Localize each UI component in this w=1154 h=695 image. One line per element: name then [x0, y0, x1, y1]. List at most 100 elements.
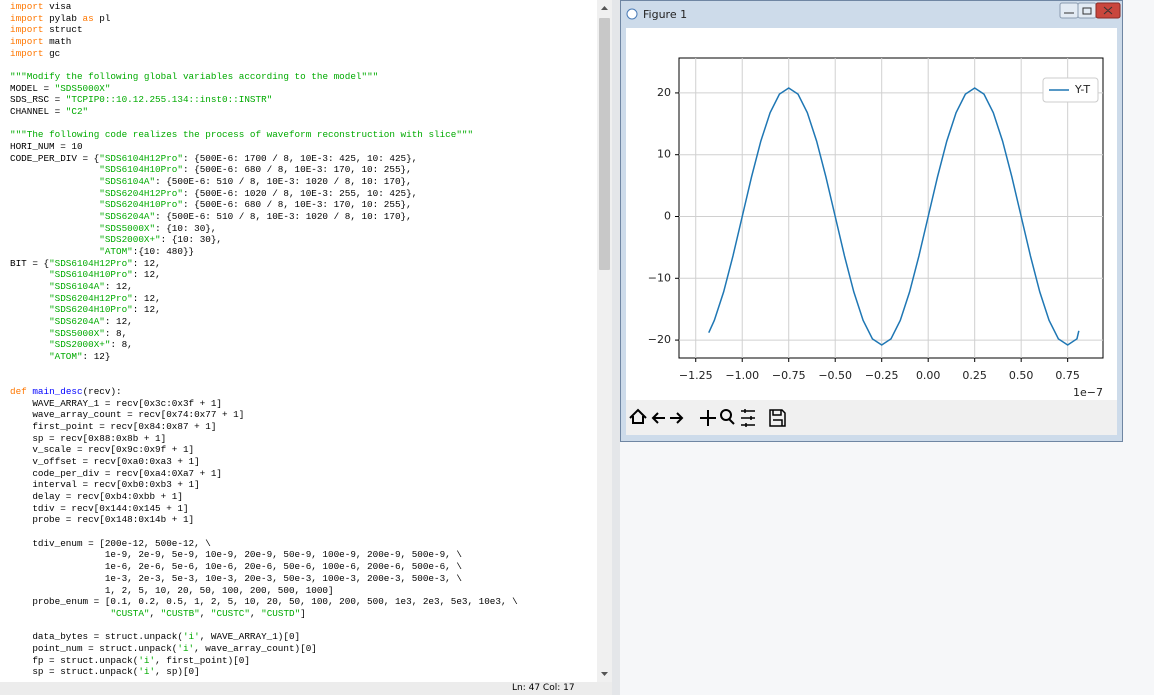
x-tick-label: 0.75 — [1055, 369, 1080, 382]
back-button[interactable] — [651, 412, 665, 424]
y-tick-label: 10 — [657, 148, 671, 161]
code-token: "SDS5000X" — [54, 82, 111, 94]
configure-button[interactable] — [741, 409, 755, 427]
code-token: "SDS6104H10Pro" — [49, 269, 133, 281]
code-token: "CUSTD" — [261, 607, 301, 619]
code-token: import — [10, 47, 44, 59]
code-line: v_scale = recv[0x9c:0x9f + 1] — [10, 444, 195, 456]
code-line: first_point = recv[0x84:0x87 + 1] — [10, 421, 217, 433]
code-token: 'i' — [138, 666, 156, 678]
code-token: "" — [10, 71, 22, 83]
maximize-button[interactable] — [1077, 2, 1097, 19]
save-button[interactable] — [769, 409, 786, 427]
scroll-thumb[interactable] — [599, 18, 610, 270]
divider — [612, 0, 620, 695]
forward-button[interactable] — [670, 412, 684, 424]
code-token: "SDS2000X+" — [49, 339, 111, 351]
code-token: "SDS6204H12Pro" — [99, 187, 183, 199]
code-token: "SDS6104H10Pro" — [99, 164, 183, 176]
code-line: import math — [10, 36, 72, 47]
code-token: "CUSTA" — [110, 607, 150, 619]
code-token: main_desc — [32, 386, 83, 398]
code-line: probe_enum = [0.1, 0.2, 0.5, 1, 2, 5, 10… — [10, 596, 518, 608]
code-line: "SDS6204A": 12, — [49, 316, 133, 328]
code-line: def main_desc(recv): — [10, 386, 122, 398]
toolbar-icons — [629, 408, 786, 427]
axes — [678, 57, 1104, 359]
y-tick-label: 0 — [664, 210, 671, 223]
code-token: "SDS6204H10Pro" — [49, 304, 133, 316]
code-token: import — [10, 36, 44, 47]
x-tick-label: −0.25 — [865, 369, 899, 382]
code-line: SDS_RSC = "TCPIP0::10.12.255.134::inst0:… — [10, 94, 273, 106]
code-line: "SDS6204H12Pro": 12, — [49, 292, 161, 304]
status-text: Ln: 47 Col: 17 — [512, 683, 575, 693]
home-button[interactable] — [629, 408, 647, 424]
code-token: 'i' — [177, 642, 195, 654]
toolbar — [626, 400, 1117, 435]
code-line: interval = recv[0xb0:0xb3 + 1] — [10, 479, 200, 491]
x-tick-label: −0.50 — [818, 369, 852, 382]
code-line: WAVE_ARRAY_1 = recv[0x3c:0x3f + 1] — [10, 397, 223, 409]
code-token: "SDS5000X" — [99, 222, 156, 234]
code-token: def — [10, 386, 27, 398]
code-token: "" — [367, 71, 379, 83]
code-token: "" — [461, 129, 474, 141]
code-line: "ATOM":{10: 480}} — [99, 246, 195, 258]
legend-label: Y-T — [1074, 83, 1090, 96]
code-line: "SDS6204H10Pro": {500E-6: 680 / 8, 10E-3… — [99, 199, 412, 211]
code-line: probe = recv[0x148:0x14b + 1] — [10, 514, 195, 526]
x-offset-text: 1e−7 — [1073, 386, 1103, 399]
code-line: "SDS6204H12Pro": {500E-6: 1020 / 8, 10E-… — [99, 187, 418, 199]
code-line: "SDS2000X+": 8, — [49, 339, 133, 351]
scroll-down[interactable] — [601, 672, 608, 676]
code-line: 1e-9, 2e-9, 5e-9, 10e-9, 20e-9, 50e-9, 1… — [10, 549, 462, 561]
code-line: "SDS6204H10Pro": 12, — [49, 304, 161, 316]
y-tick-label: −10 — [648, 271, 671, 284]
code-token: "Modify the following global variables a… — [21, 71, 368, 83]
code-token: "SDS2000X+" — [99, 234, 161, 246]
code-token: "SDS6104A" — [49, 281, 105, 293]
zoom-button[interactable] — [720, 409, 735, 425]
x-tick-label: −1.25 — [679, 369, 713, 382]
code-token: "The following code realizes the process… — [21, 129, 462, 141]
code-token: "SDS6104H12Pro" — [49, 257, 133, 269]
code-line: "SDS6104A": {500E-6: 510 / 8, 10E-3: 102… — [99, 176, 412, 188]
code-line: 1e-6, 2e-6, 5e-6, 10e-6, 20e-6, 50e-6, 1… — [10, 561, 462, 573]
code-editor[interactable]: import visa import pylab as pl import stru… — [0, 0, 598, 682]
x-tick-label: 0.00 — [916, 369, 941, 382]
code-line: v_offset = recv[0xa0:0xa3 + 1] — [10, 456, 200, 468]
pan-button[interactable] — [700, 410, 716, 426]
code-line: HORI_NUM = 10 — [10, 141, 83, 153]
window-title: Figure 1 — [643, 8, 687, 21]
code-token: "" — [10, 129, 22, 141]
code-token: "SDS6204A" — [99, 211, 156, 223]
code-line: CODE_PER_DIV = {"SDS6104H12Pro": {500E-6… — [10, 152, 418, 164]
code-token: "SDS5000X" — [49, 327, 105, 339]
code-line: "SDS6104A": 12, — [49, 281, 133, 293]
code-token: 'i' — [182, 631, 200, 643]
code-line: 1e-3, 2e-3, 5e-3, 10e-3, 20e-3, 50e-3, 1… — [10, 572, 462, 584]
y-tick-label: −20 — [648, 333, 671, 346]
code-token: 'i' — [138, 654, 156, 666]
scroll-up[interactable] — [601, 6, 608, 10]
code-token: "SDS6204A" — [49, 316, 105, 328]
code-line: import pylab as pl — [10, 12, 111, 24]
status-bar: Ln: 47 Col: 17 — [0, 682, 612, 695]
x-tick-label: −1.00 — [725, 369, 759, 382]
code-line: 1, 2, 5, 10, 20, 50, 100, 200, 500, 1000… — [10, 584, 334, 596]
code-line: "SDS2000X+": {10: 30}, — [99, 234, 223, 246]
code-line: """The following code realizes the proce… — [10, 129, 473, 141]
minimize-button[interactable] — [1059, 2, 1079, 19]
code-token: "CUSTC" — [210, 607, 250, 619]
window-glyphs — [1064, 6, 1113, 15]
window-icon — [626, 8, 638, 20]
code-token: "SDS6204H10Pro" — [99, 199, 183, 211]
x-tick-label: 0.50 — [1009, 369, 1034, 382]
code-line: point_num = struct.unpack('i', wave_arra… — [10, 642, 317, 654]
code-line: """Modify the following global variables… — [10, 71, 378, 83]
code-line: tdiv_enum = [200e-12, 500e-12, \ — [10, 537, 211, 549]
legend — [1042, 77, 1099, 103]
code-line: BIT = {"SDS6104H12Pro": 12, — [10, 257, 161, 269]
